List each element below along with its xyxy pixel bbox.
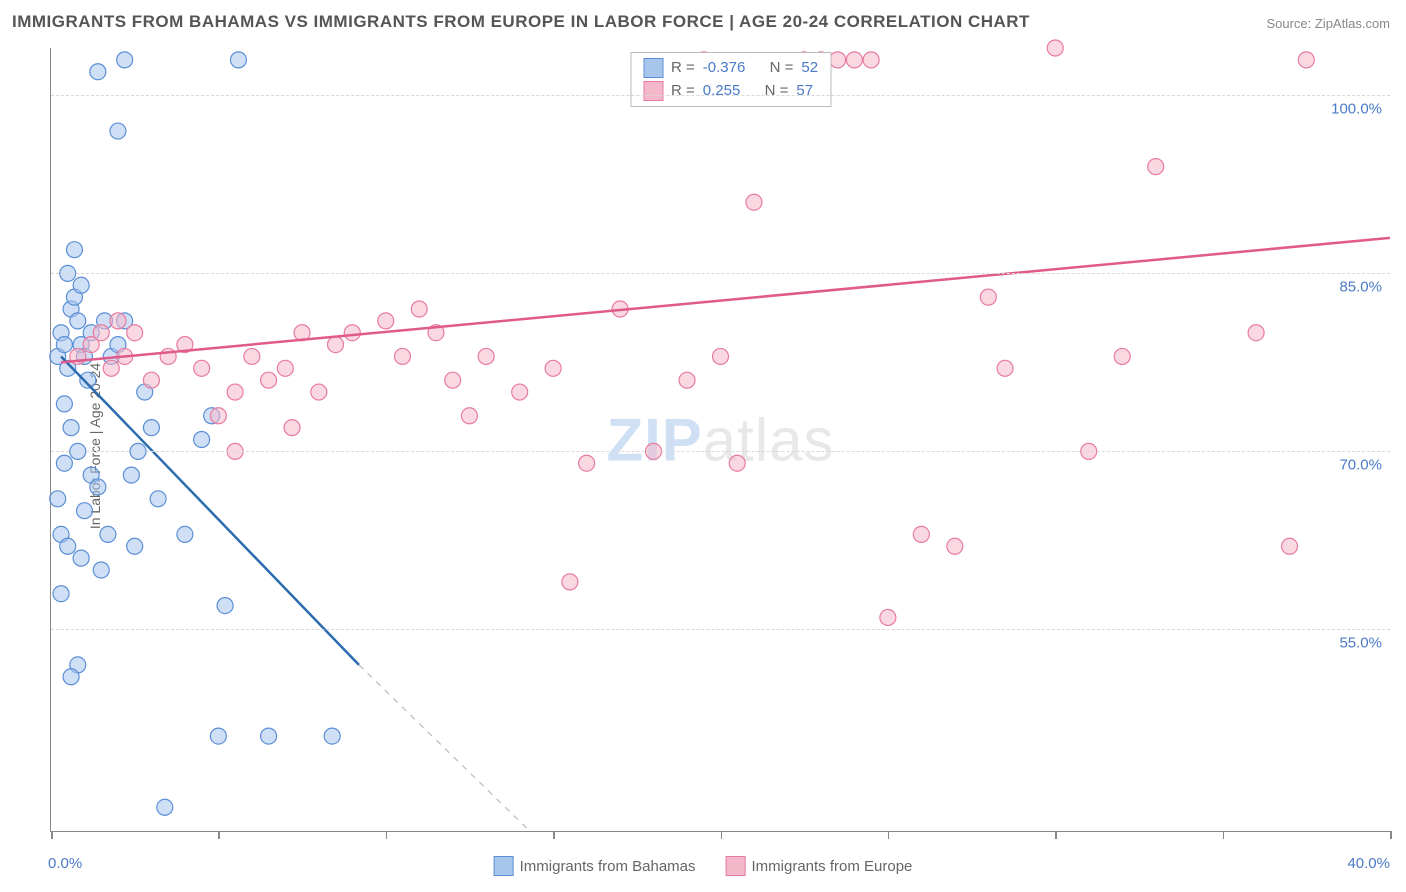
stats-row-series1: R = -0.376 N = 52	[643, 57, 818, 80]
x-max-label: 40.0%	[1347, 855, 1390, 872]
stats-swatch-series1	[643, 58, 663, 78]
correlation-chart: IMMIGRANTS FROM BAHAMAS VS IMMIGRANTS FR…	[0, 0, 1406, 892]
stats-r-value-2: 0.255	[703, 80, 741, 103]
x-min-label: 0.0%	[48, 855, 82, 872]
plot-area: ZIPatlas R = -0.376 N = 52 R = 0.255 N =…	[50, 48, 1390, 832]
stats-r-label: R =	[671, 80, 695, 103]
stats-n-label: N =	[765, 80, 789, 103]
stats-r-label: R =	[671, 57, 695, 80]
legend-item-series2: Immigrants from Europe	[726, 856, 913, 876]
legend-swatch-series1	[494, 856, 514, 876]
legend-label-series2: Immigrants from Europe	[752, 858, 913, 875]
source-attribution: Source: ZipAtlas.com	[1266, 16, 1390, 31]
legend: Immigrants from Bahamas Immigrants from …	[494, 856, 913, 876]
stats-swatch-series2	[643, 81, 663, 101]
legend-swatch-series2	[726, 856, 746, 876]
stats-n-value-1: 52	[801, 57, 818, 80]
scatter-svg	[51, 48, 1390, 831]
stats-r-value-1: -0.376	[703, 57, 746, 80]
legend-label-series1: Immigrants from Bahamas	[520, 858, 696, 875]
legend-item-series1: Immigrants from Bahamas	[494, 856, 696, 876]
stats-n-value-2: 57	[796, 80, 813, 103]
stats-legend-box: R = -0.376 N = 52 R = 0.255 N = 57	[630, 52, 831, 107]
chart-title: IMMIGRANTS FROM BAHAMAS VS IMMIGRANTS FR…	[12, 12, 1030, 32]
stats-row-series2: R = 0.255 N = 57	[643, 80, 818, 103]
stats-n-label: N =	[770, 57, 794, 80]
